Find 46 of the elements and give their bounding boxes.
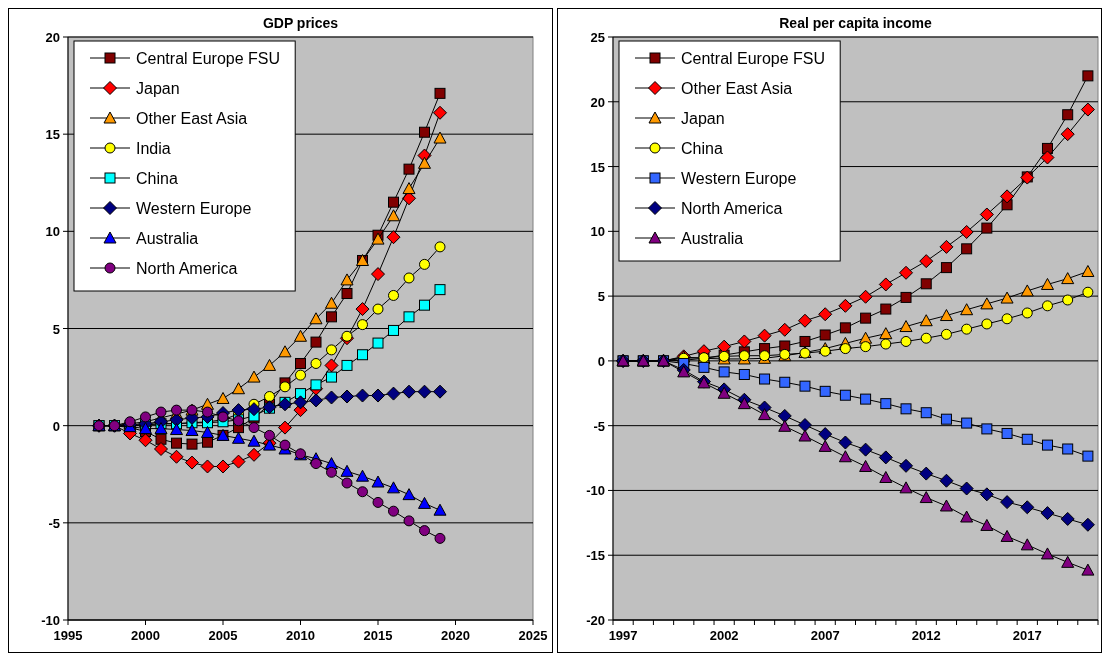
y-tick-label: -15 (586, 548, 605, 564)
x-tick-label: 2005 (208, 628, 238, 643)
y-tick-label: 10 (590, 224, 605, 240)
x-tick-label: 2012 (911, 628, 941, 643)
legend-label: Australia (681, 230, 744, 247)
chart-title: GDP prices (262, 15, 339, 31)
chart-title: Real per capita income (779, 15, 932, 31)
y-tick-label: 0 (597, 353, 605, 369)
legend-label: Central Europe FSU (681, 50, 826, 67)
legend-label: China (136, 170, 178, 187)
x-tick-label: 2007 (810, 628, 840, 643)
y-tick-label: 10 (45, 224, 60, 240)
y-tick-label: 25 (590, 30, 605, 45)
x-tick-label: 2015 (363, 628, 393, 643)
y-tick-label: 0 (52, 418, 60, 434)
y-tick-label: 15 (590, 159, 605, 175)
x-tick-label: 2020 (441, 628, 470, 643)
x-tick-label: 1995 (53, 628, 83, 643)
y-tick-label: -5 (593, 418, 605, 434)
legend-label: Australia (136, 230, 199, 247)
legend-label: Japan (681, 110, 725, 127)
x-tick-label: 2000 (131, 628, 160, 643)
legend-label: Western Europe (136, 200, 252, 217)
x-tick-label: 1997 (608, 628, 638, 643)
y-tick-label: -20 (586, 613, 605, 628)
legend-label: North America (681, 200, 783, 217)
legend-label: North America (136, 260, 238, 277)
y-tick-label: -5 (48, 515, 60, 531)
y-tick-label: 5 (597, 289, 605, 305)
x-tick-label: 2017 (1012, 628, 1042, 643)
legend-label: Other East Asia (681, 80, 793, 97)
y-tick-label: 5 (52, 321, 60, 337)
legend-label: China (681, 140, 723, 157)
y-tick-label: -10 (586, 483, 605, 499)
legend-label: India (136, 140, 171, 157)
y-tick-label: 20 (590, 94, 605, 110)
x-tick-label: 2010 (286, 628, 315, 643)
legend-label: Japan (136, 80, 180, 97)
legend-label: Central Europe FSU (136, 50, 281, 67)
legend-label: Western Europe (681, 170, 797, 187)
x-tick-label: 2002 (709, 628, 739, 643)
x-tick-label: 2025 (518, 628, 548, 643)
y-tick-label: -10 (41, 613, 60, 628)
legend-label: Other East Asia (136, 110, 248, 127)
y-tick-label: 20 (45, 30, 60, 45)
y-tick-label: 15 (45, 127, 60, 143)
